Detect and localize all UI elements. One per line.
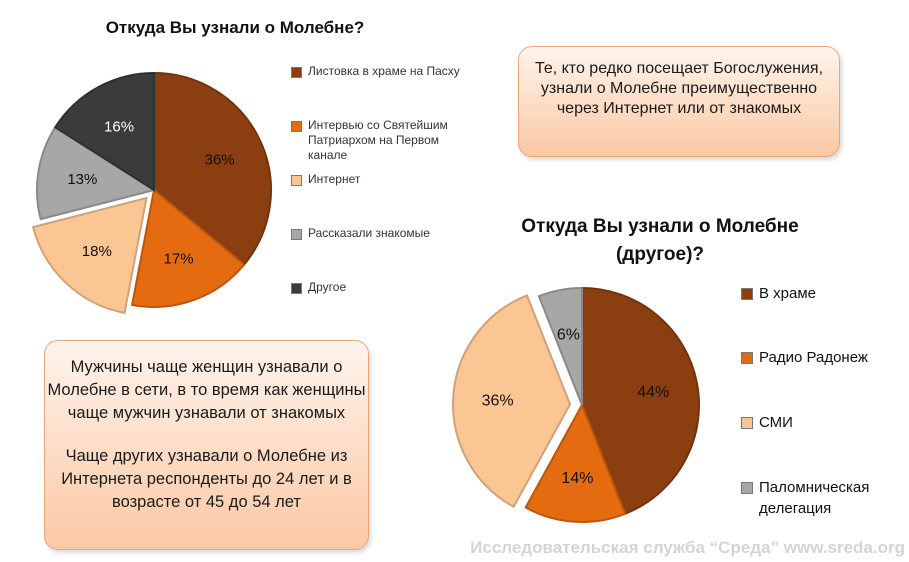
legend-swatch xyxy=(291,283,302,294)
pie1-legend-item: Листовка в храме на Пасху xyxy=(291,64,460,79)
pie2-slice xyxy=(452,294,572,509)
pie1-legend-label: Листовка в храме на Пасху xyxy=(308,64,460,78)
pie2-data-label: 14% xyxy=(561,470,593,487)
pie2-legend-label: СМИ xyxy=(759,414,793,431)
pie2-legend-label: Радио Радонеж xyxy=(759,349,868,366)
pie2-legend-item: СМИ xyxy=(741,412,793,433)
pie1-legend-label: Интернет xyxy=(308,172,361,186)
callout-rare-attendees: Те, кто редко посещает Богослужения, узн… xyxy=(518,46,840,157)
legend-swatch xyxy=(741,288,753,300)
pie2-data-label: 6% xyxy=(557,326,580,343)
pie1-slice xyxy=(130,188,246,308)
pie1-slice xyxy=(36,125,157,221)
callout-age-text: Чаще других узнавали о Молебне из Интерн… xyxy=(61,447,352,511)
legend-swatch xyxy=(291,175,302,186)
callout-gender-text: Мужчины чаще женщин узнавали о Молебне в… xyxy=(47,358,366,422)
pie2-legend-item: Радио Радонеж xyxy=(741,347,868,368)
callout-gender-age: Мужчины чаще женщин узнавали о Молебне в… xyxy=(44,340,369,550)
pie2-legend-label: В храме xyxy=(759,285,817,302)
pie2-data-label: 44% xyxy=(637,384,669,401)
pie1-legend-label: Другое xyxy=(308,280,347,294)
pie2-legend-label: Паломническая делегация xyxy=(759,479,870,517)
pie1-data-label: 18% xyxy=(82,243,112,260)
pie1-slice xyxy=(31,196,148,315)
legend-swatch xyxy=(741,352,753,364)
legend-swatch xyxy=(741,417,753,429)
pie2-slice xyxy=(581,286,700,516)
pie1-legend-item: Интернет xyxy=(291,172,360,187)
pie1-data-label: 16% xyxy=(104,119,134,136)
watermark: Исследовательская служба “Среда” www.sre… xyxy=(470,538,905,557)
pie1-legend-label: Интервью со Святейшим Патриархом на Перв… xyxy=(308,118,448,162)
pie2-legend-item: Паломническая делегация xyxy=(741,477,901,519)
legend-swatch xyxy=(291,67,302,78)
pie2-slice xyxy=(537,286,583,406)
pie1-legend-item: Интервью со Святейшим Патриархом на Перв… xyxy=(291,118,466,163)
pie2-title: Откуда Вы узнали о Молебне (другое)? xyxy=(470,213,850,269)
pie1-legend-label: Рассказали знакомые xyxy=(308,226,430,240)
pie1-title: Откуда Вы узнали о Молебне? xyxy=(105,18,365,37)
pie1-data-label: 13% xyxy=(67,171,97,188)
pie2-title-line2: (другое)? xyxy=(615,244,705,265)
pie2-title-line1: Откуда Вы узнали о Молебне xyxy=(521,216,799,237)
pie1-legend-item: Рассказали знакомые xyxy=(291,226,430,241)
pie2-legend-item: В храме xyxy=(741,283,816,304)
legend-swatch xyxy=(741,482,753,494)
pie1-legend-item: Другое xyxy=(291,280,346,295)
pie1-data-label: 36% xyxy=(205,151,235,168)
pie1-slice xyxy=(53,71,155,192)
pie1-data-label: 17% xyxy=(164,251,194,268)
pie2-slice xyxy=(524,402,627,523)
legend-swatch xyxy=(291,229,302,240)
legend-swatch xyxy=(291,121,302,132)
pie2-data-label: 36% xyxy=(482,392,514,409)
pie1-slice xyxy=(153,71,272,266)
